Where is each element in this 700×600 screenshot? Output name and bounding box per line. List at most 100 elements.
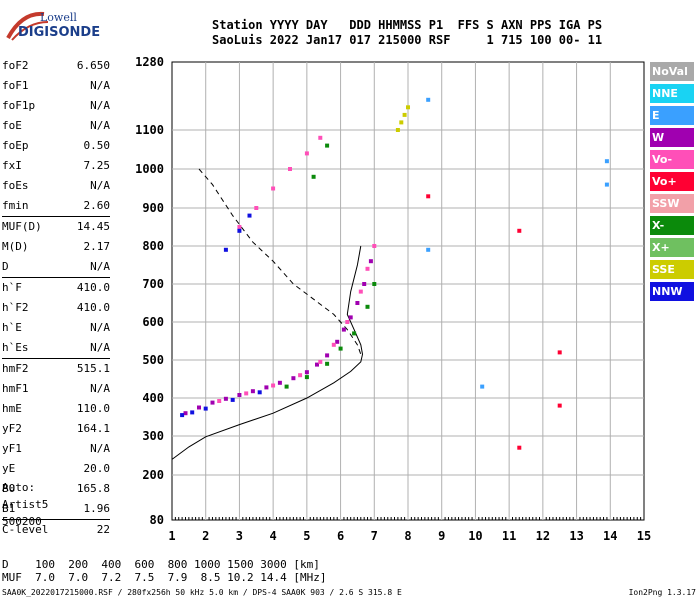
header-row-labels: Station YYYY DAY DDD HHMMSS P1 FFS S AXN… xyxy=(212,18,603,32)
param-value: 14.45 xyxy=(76,220,110,233)
param-row: D N/A xyxy=(2,257,110,277)
param-value: 1.96 xyxy=(83,502,111,515)
logo: Lowell DIGISONDE xyxy=(4,8,114,48)
param-value: N/A xyxy=(90,260,110,273)
x-tick-label: 2 xyxy=(202,529,209,543)
param-row: foF1p N/A xyxy=(2,96,110,116)
param-separator xyxy=(2,519,110,520)
echo-point xyxy=(250,389,255,394)
x-tick-label: 15 xyxy=(637,529,651,543)
x-tick-label: 8 xyxy=(404,529,411,543)
echo-point xyxy=(406,105,410,110)
param-value: 7.25 xyxy=(83,159,111,172)
param-value: 110.0 xyxy=(76,402,110,415)
muf-values-row: MUF 7.0 7.0 7.2 7.5 7.9 8.5 10.2 14.4 [M… xyxy=(2,571,327,584)
echo-point xyxy=(315,362,319,367)
param-label: MUF(D) xyxy=(2,220,42,233)
echo-point xyxy=(298,373,303,378)
echo-point xyxy=(223,396,228,401)
y-tick-label: 500 xyxy=(142,353,164,367)
echo-point xyxy=(284,384,289,389)
echo-point xyxy=(183,411,188,416)
param-separator xyxy=(2,216,110,217)
param-row: h`F2 410.0 xyxy=(2,298,110,318)
echo-point xyxy=(372,282,377,286)
param-label: hmF2 xyxy=(2,362,29,375)
param-row: h`E N/A xyxy=(2,318,110,338)
auto-label: Auto: xyxy=(2,481,36,494)
legend-item: NoVal xyxy=(650,62,694,81)
param-row: h`Es N/A xyxy=(2,338,110,358)
param-value: N/A xyxy=(90,79,110,92)
echo-point xyxy=(348,315,353,320)
param-value: 2.60 xyxy=(83,199,111,212)
param-row: yE 20.0 xyxy=(2,459,110,479)
param-label: yE xyxy=(2,462,16,475)
param-row: foE N/A xyxy=(2,116,110,136)
legend: NoVal NNE E W Vo- Vo+ SSW X- X+ SSE NNW xyxy=(650,62,694,304)
param-label: hmE xyxy=(2,402,22,415)
param-label: foF1 xyxy=(2,79,29,92)
echo-point xyxy=(365,304,370,309)
param-label: fxI xyxy=(2,159,22,172)
echo-point xyxy=(557,350,562,355)
param-value: 410.0 xyxy=(76,301,110,314)
echo-point xyxy=(257,390,262,395)
x-tick-label: 5 xyxy=(303,529,310,543)
echo-point xyxy=(223,247,228,252)
x-tick-label: 11 xyxy=(502,529,516,543)
param-label: yF1 xyxy=(2,442,22,455)
param-value: N/A xyxy=(90,119,110,132)
y-tick-label: 400 xyxy=(142,391,164,405)
echo-point xyxy=(237,225,242,229)
param-label: foEp xyxy=(2,139,29,152)
echo-point xyxy=(180,413,185,418)
y-tick-label: 1000 xyxy=(135,162,164,176)
param-label: hmF1 xyxy=(2,382,29,395)
echo-point xyxy=(557,403,562,408)
muf-table: D 100 200 400 600 800 1000 1500 3000 [km… xyxy=(2,558,327,584)
parameter-panel: foF2 6.650 foF1 N/A foF1p N/A foE N/A foEp 0.50 fx… xyxy=(2,56,110,540)
echo-point xyxy=(291,376,296,381)
echo-point xyxy=(352,331,357,336)
echo-point xyxy=(271,383,276,388)
echo-point xyxy=(358,289,363,294)
legend-item: X+ xyxy=(650,238,694,257)
param-label: yF2 xyxy=(2,422,22,435)
y-tick-label: 1280 xyxy=(135,55,164,69)
param-row: hmF2 515.1 xyxy=(2,359,110,379)
legend-item: W xyxy=(650,128,694,147)
param-value: 20.0 xyxy=(83,462,111,475)
echo-point xyxy=(210,400,215,405)
param-row: B0 165.8 xyxy=(2,479,110,499)
param-row: yF2 164.1 xyxy=(2,419,110,439)
param-value: 6.650 xyxy=(76,59,110,72)
param-row: fmin 2.60 xyxy=(2,196,110,216)
x-tick-label: 7 xyxy=(371,529,378,543)
echo-point xyxy=(362,282,367,286)
x-tick-label: 1 xyxy=(168,529,175,543)
param-value: 165.8 xyxy=(76,482,110,495)
param-value: N/A xyxy=(90,99,110,112)
param-row: M(D) 2.17 xyxy=(2,237,110,257)
auto-artist: Artist5 xyxy=(2,498,49,511)
param-label: h`E xyxy=(2,321,22,334)
echo-point xyxy=(325,361,330,366)
param-row: foEp 0.50 xyxy=(2,136,110,156)
echo-point xyxy=(247,213,252,218)
x-tick-label: 6 xyxy=(337,529,344,543)
param-value: 410.0 xyxy=(76,281,110,294)
param-separator xyxy=(2,358,110,359)
echo-point xyxy=(355,301,360,305)
x-tick-label: 4 xyxy=(270,529,277,543)
version-label: Ion2Png 1.3.17 xyxy=(628,588,696,597)
x-tick-label: 14 xyxy=(603,529,617,543)
echo-point xyxy=(365,266,370,271)
param-label: h`Es xyxy=(2,341,29,354)
echo-point xyxy=(426,247,431,252)
param-value: N/A xyxy=(90,179,110,192)
param-row: fxI 7.25 xyxy=(2,156,110,176)
echo-point xyxy=(311,174,316,179)
echo-point xyxy=(217,399,222,403)
